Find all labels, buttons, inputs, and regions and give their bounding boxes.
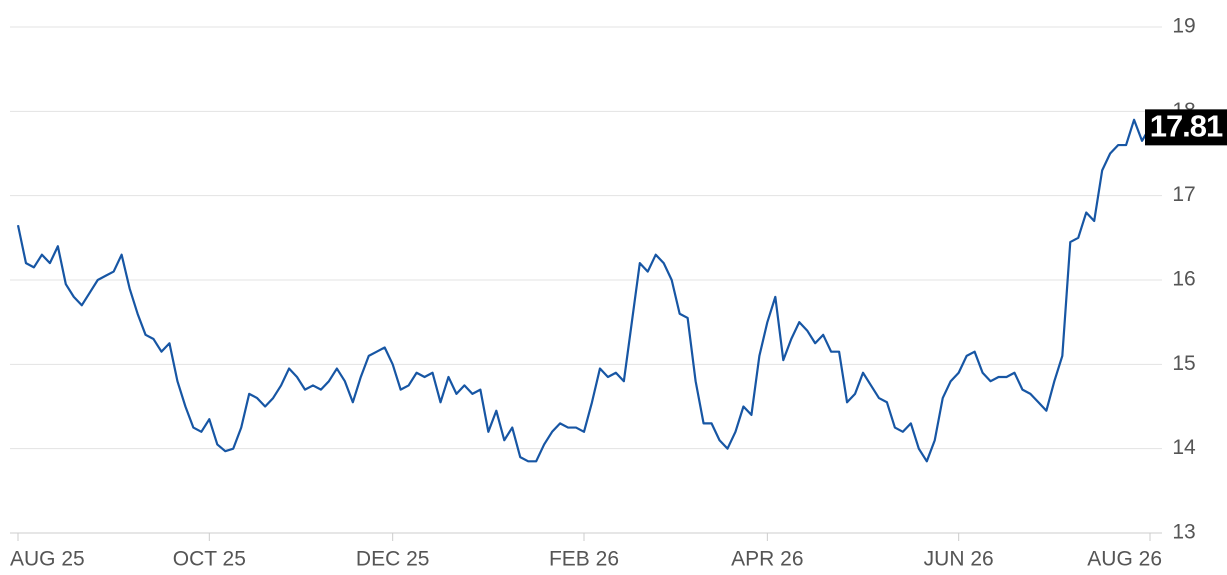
y-tick-label: 16 — [1172, 268, 1195, 291]
x-tick-label: FEB 26 — [549, 548, 619, 571]
badge-bg — [1145, 109, 1227, 146]
y-tick-label: 13 — [1172, 521, 1195, 544]
price-line — [16, 118, 1151, 463]
y-tick-label: 17 — [1172, 183, 1195, 206]
x-tick-label: APR 26 — [731, 548, 803, 571]
x-tick-label: JUN 26 — [924, 548, 994, 571]
y-tick-label: 15 — [1172, 352, 1195, 375]
x-tick-label: AUG 26 — [1087, 548, 1162, 571]
last-value-badge: 17.81 — [1145, 109, 1227, 146]
x-tick-label: OCT 25 — [173, 548, 246, 571]
y-tick-label: 19 — [1172, 15, 1195, 38]
last-value-label: 17.81 — [1150, 109, 1223, 144]
y-tick-label: 14 — [1172, 436, 1196, 459]
x-tick-label: DEC 25 — [356, 548, 430, 571]
x-tick-label: AUG 25 — [10, 548, 85, 571]
